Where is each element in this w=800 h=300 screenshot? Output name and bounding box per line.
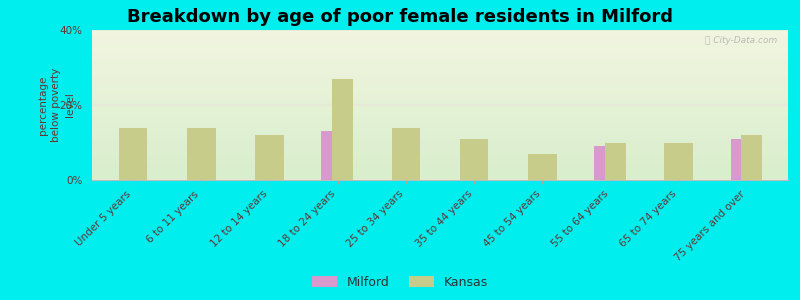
Bar [731, 139, 752, 180]
Bar [187, 128, 215, 180]
Bar [255, 135, 284, 180]
Bar [118, 128, 147, 180]
Text: Breakdown by age of poor female residents in Milford: Breakdown by age of poor female resident… [127, 8, 673, 26]
Bar [460, 139, 489, 180]
Legend: Milford, Kansas: Milford, Kansas [307, 271, 493, 294]
Text: Ⓜ City-Data.com: Ⓜ City-Data.com [706, 36, 778, 45]
Bar [742, 135, 762, 180]
Bar [322, 131, 342, 180]
Bar [605, 142, 626, 180]
Bar [528, 154, 557, 180]
Bar [665, 142, 693, 180]
Y-axis label: percentage
below poverty
level: percentage below poverty level [38, 68, 74, 142]
Bar [594, 146, 615, 180]
Bar [332, 79, 353, 180]
Bar [391, 128, 420, 180]
